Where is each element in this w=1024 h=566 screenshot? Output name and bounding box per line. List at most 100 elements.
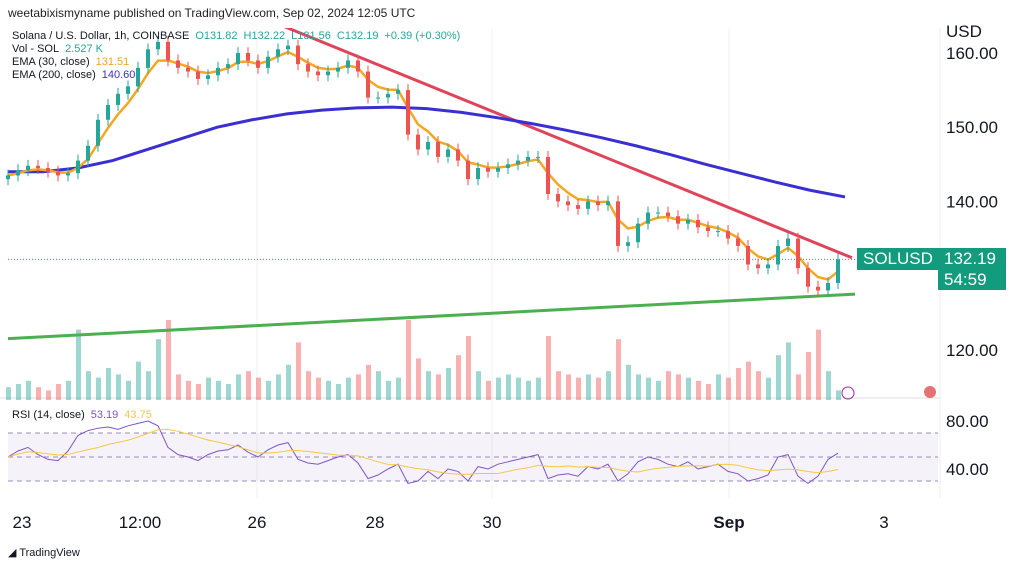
candle [676,216,680,224]
candle [816,286,820,291]
candle [826,283,830,291]
candle [586,201,590,209]
candle [396,90,400,94]
last-price-tag: 132.19 54:59 [938,248,1006,290]
candle [836,259,840,284]
candle [706,227,710,232]
volume-bar [56,384,61,400]
symbol-tag: SOLUSD [857,248,939,270]
candle [226,64,230,68]
volume-bar [336,384,341,400]
candle [376,97,380,99]
candle [506,164,510,169]
rsi-line [7,420,839,485]
volume-bar [156,339,161,400]
volume-bar [246,371,251,400]
volume-bar [186,380,191,400]
volume-bar [476,371,481,400]
rsi-tick: 80.00 [946,412,989,431]
candle [86,145,90,161]
volume-bar [66,380,71,400]
volume-bar [696,380,701,400]
candle [276,49,280,57]
volume-bar [266,380,271,400]
volume-bar [706,384,711,400]
chart-frame[interactable]: 160.00 150.00 140.00 120.00 80.00 40.00 23 12:0… [0,22,1024,566]
candle [66,173,70,176]
volume-bar [716,374,721,400]
volume-bar [756,371,761,400]
candle [736,238,740,246]
candle [776,245,780,265]
volume-bar [746,361,751,400]
volume-bar [326,380,331,400]
candle [766,264,770,269]
volume-bar [216,380,221,400]
candle [186,67,190,72]
candle [666,212,670,217]
candle [476,168,480,180]
price-chart[interactable]: 160.00 150.00 140.00 120.00 80.00 40.00 23 12:0… [0,28,1024,566]
volume-bar [736,368,741,400]
last-price: 132.19 [944,249,996,268]
time-tick: 12:00 [119,513,162,532]
volume-bar [776,355,781,400]
candle [286,45,290,50]
price-tick: 140.00 [946,192,998,211]
volume-bar [786,342,791,400]
volume-bar [26,380,31,400]
candle [256,60,260,68]
candle [786,238,790,246]
ema200-label: EMA (200, close) [12,69,96,81]
volume-bar [436,374,441,400]
volume-bar [556,371,561,400]
volume-bar [116,374,121,400]
candle [36,165,40,169]
volume-bar [806,352,811,400]
volume-bar [456,355,461,400]
volume-bar [516,377,521,400]
candle [716,231,720,233]
volume-bar [236,374,241,400]
candle [16,170,20,176]
volume-bar [316,377,321,400]
candle [496,168,500,172]
resistance-trendline [283,28,853,260]
volume-bar [726,377,731,400]
volume-bar [566,374,571,400]
volume-bar [296,342,301,400]
volume-bar [416,358,421,400]
candle [426,142,430,150]
volume-bar [76,329,81,400]
vol-value: 2.527 K [65,43,103,55]
volume-bar [286,364,291,400]
volume-bar [366,364,371,400]
time-tick: 23 [13,513,32,532]
candle [236,53,240,65]
time-tick: 30 [483,513,502,532]
time-tick: 26 [248,513,267,532]
volume-bar [526,380,531,400]
legend-high: H132.22 [243,30,286,42]
candle [246,53,250,61]
candle [366,71,370,98]
candle [336,67,340,72]
volume-bar [16,384,21,400]
price-tick: 160.00 [946,44,998,63]
volume-bar [626,364,631,400]
candle [76,160,80,174]
volume-bar [496,377,501,400]
us-flag-icon [924,386,936,398]
volume-bar [836,390,841,400]
tradingview-logo[interactable]: ◢ TradingView [8,546,80,559]
volume-bar [376,371,381,400]
rsi-tick: 40.00 [946,460,989,479]
candle [166,41,170,61]
legend-low: L131.56 [291,30,331,42]
time-tick: 3 [879,513,888,532]
candle [436,142,440,157]
rsi-value: 53.19 [90,409,119,421]
volume-bar [226,384,231,400]
price-tick: 120.00 [946,341,998,360]
candle [556,193,560,202]
